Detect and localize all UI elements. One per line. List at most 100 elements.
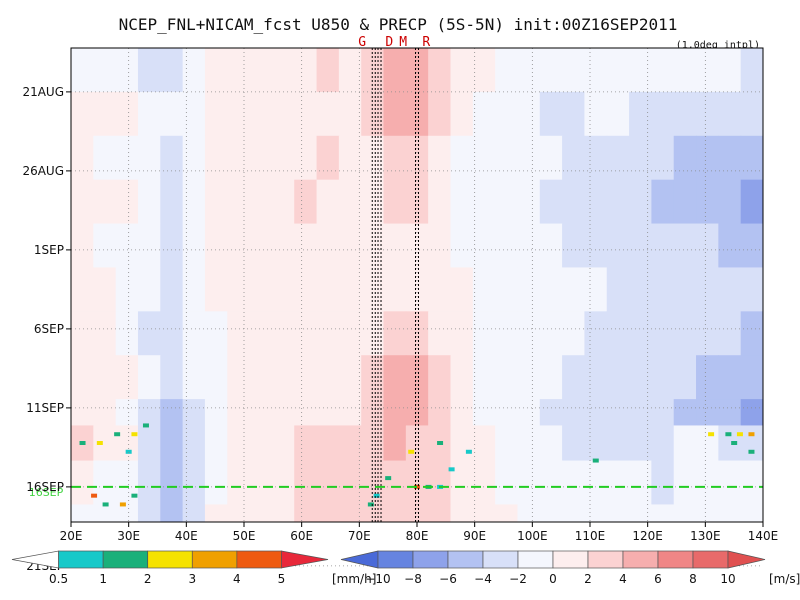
colorbar-swatch <box>58 550 104 569</box>
heatmap-cell <box>316 91 340 137</box>
chart-subtitle: (1.0deg intpl) <box>676 40 760 51</box>
heatmap-cell <box>696 48 719 93</box>
heatmap-cell <box>718 179 742 225</box>
colorbar-tick-label: 6 <box>654 572 662 586</box>
colorbar-tick-label: 3 <box>188 572 196 586</box>
heatmap-cell <box>673 311 697 356</box>
heatmap-cell <box>405 179 429 225</box>
heatmap-cell <box>651 311 675 356</box>
precip-cell <box>367 502 374 507</box>
heatmap-cell <box>696 223 719 268</box>
heatmap-cell <box>740 135 764 181</box>
heatmap-cell <box>651 223 675 268</box>
heatmap-cell <box>562 91 585 137</box>
heatmap-cell <box>204 179 228 225</box>
heatmap-cell <box>539 223 563 268</box>
colorbar-swatch <box>587 550 624 569</box>
heatmap-cell <box>405 355 429 400</box>
y-tick-label: 6SEP <box>34 322 64 336</box>
x-tick-label: 50E <box>233 529 256 543</box>
heatmap-cell <box>361 425 385 462</box>
heatmap-cell <box>562 311 585 356</box>
heatmap-cell <box>115 399 139 426</box>
heatmap-cell <box>383 399 407 426</box>
heatmap-cell <box>294 179 318 225</box>
heatmap-cell <box>204 311 228 356</box>
heatmap-cell <box>718 460 742 505</box>
precip-cell <box>131 493 138 498</box>
heatmap-cell <box>450 425 474 462</box>
heatmap-cell <box>718 311 742 356</box>
heatmap-cell <box>93 135 117 181</box>
colorbar-tick-label: −2 <box>509 572 527 586</box>
heatmap-cell <box>673 399 697 426</box>
heatmap-cell <box>294 135 318 181</box>
colorbar-tick-label: 10 <box>720 572 735 586</box>
colorbar-unit: [m/s] <box>769 572 800 586</box>
heatmap-cell <box>673 48 697 93</box>
heatmap-cell <box>137 399 161 426</box>
heatmap-cell <box>405 223 429 268</box>
heatmap-cell <box>137 48 161 93</box>
heatmap-cell <box>204 504 228 523</box>
heatmap-cell <box>673 425 697 462</box>
heatmap-cell <box>606 179 630 225</box>
heatmap-cell <box>137 223 161 268</box>
heatmap-cell <box>495 311 518 356</box>
heatmap-cell <box>718 223 742 268</box>
heatmap-cell <box>606 48 630 93</box>
heatmap-cell <box>517 311 541 356</box>
heatmap-cell <box>71 223 94 268</box>
heatmap-cell <box>673 355 697 400</box>
heatmap-cell <box>584 460 608 505</box>
precip-cell <box>748 449 755 454</box>
heatmap-cell <box>160 223 184 268</box>
heatmap-cell <box>361 460 385 505</box>
heatmap-cell <box>227 223 251 268</box>
heatmap-cell <box>629 311 652 356</box>
heatmap-cell <box>673 179 697 225</box>
heatmap-cell <box>740 223 764 268</box>
heatmap-cell <box>584 91 608 137</box>
heatmap-cell <box>71 135 94 181</box>
colorbar-tick-label: 4 <box>619 572 627 586</box>
heatmap-cell <box>182 460 206 505</box>
heatmap-cell <box>227 267 251 312</box>
heatmap-cell <box>294 504 318 523</box>
heatmap-cell <box>428 223 451 268</box>
precip-cell <box>736 432 743 437</box>
heatmap-cell <box>606 135 630 181</box>
heatmap-cell <box>115 179 139 225</box>
heatmap-cell <box>93 48 117 93</box>
heatmap-cell <box>93 91 117 137</box>
heatmap-cell <box>383 311 407 356</box>
heatmap-cell <box>539 504 563 523</box>
heatmap-cell <box>584 311 608 356</box>
heatmap-cell <box>740 179 764 225</box>
heatmap-cell <box>137 135 161 181</box>
heatmap-cell <box>584 179 608 225</box>
heatmap-cell <box>316 399 340 426</box>
heatmap-cell <box>182 179 206 225</box>
heatmap-cell <box>428 91 451 137</box>
heatmap-cell <box>383 267 407 312</box>
heatmap-cell <box>740 311 764 356</box>
heatmap-cell <box>472 355 496 400</box>
precip-cell <box>465 449 472 454</box>
heatmap-cell <box>495 399 518 426</box>
heatmap-cell <box>137 425 161 462</box>
heatmap-cell <box>93 267 117 312</box>
colorbar-swatch <box>147 550 193 569</box>
heatmap-cell <box>651 48 675 93</box>
heatmap-cell <box>517 223 541 268</box>
heatmap-cell <box>204 223 228 268</box>
heatmap-cell <box>584 223 608 268</box>
heatmap-cell <box>696 267 719 312</box>
heatmap-cell <box>629 460 652 505</box>
heatmap-cell <box>316 460 340 505</box>
chart-title: NCEP_FNL+NICAM_fcst U850 & PRECP (5S-5N)… <box>119 15 678 34</box>
heatmap-cell <box>562 135 585 181</box>
precip-cell <box>96 441 103 445</box>
heatmap-cell <box>450 399 474 426</box>
heatmap-cell <box>294 91 318 137</box>
